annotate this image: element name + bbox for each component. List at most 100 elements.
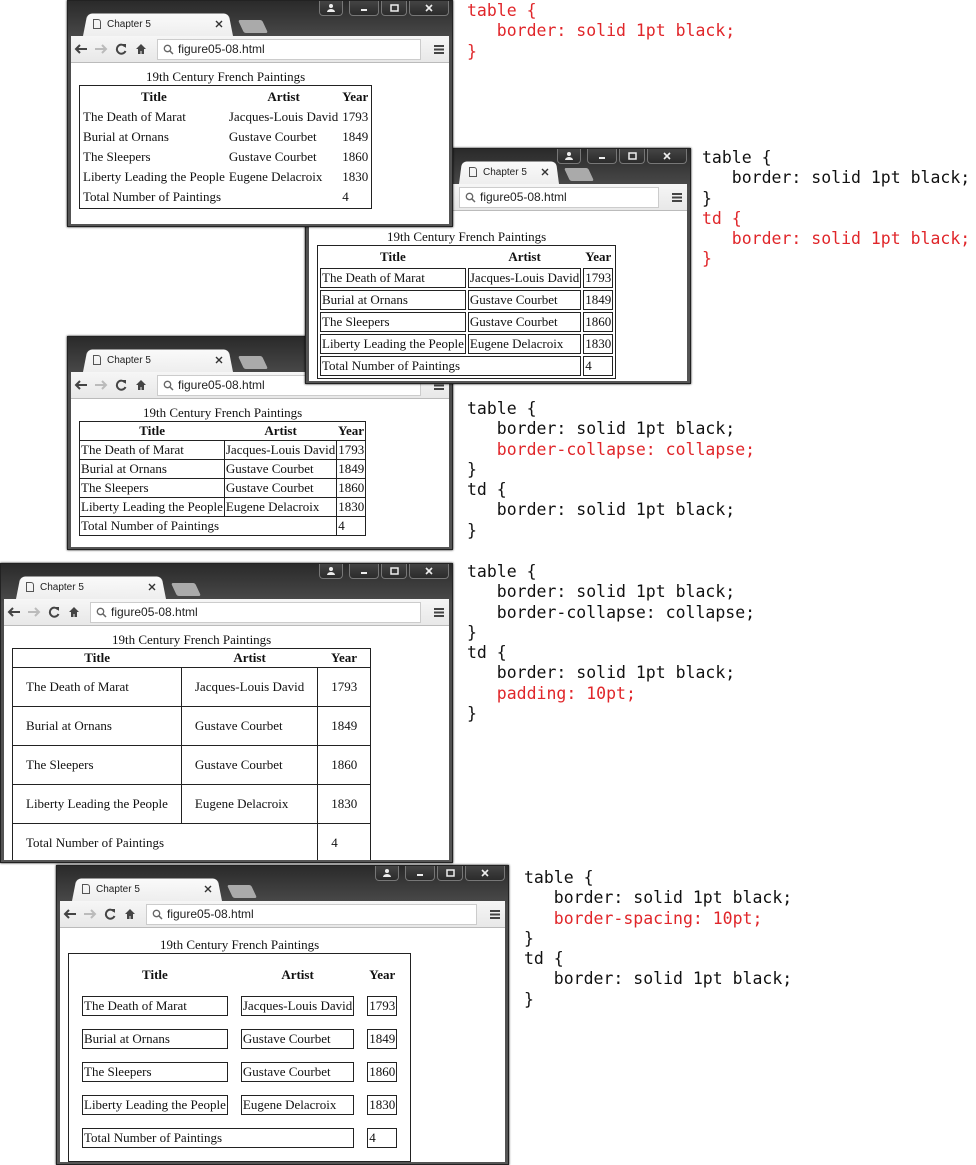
- table-wrap: 19th Century French Paintings Title Artist…: [11, 632, 372, 860]
- profile-icon[interactable]: [375, 866, 399, 881]
- total-label: Total Number of Paintings: [83, 189, 222, 204]
- code-line: table {: [467, 399, 537, 418]
- close-icon[interactable]: [148, 583, 156, 591]
- back-arrow-icon[interactable]: [71, 379, 91, 391]
- toolbar: figure05-08.html: [71, 372, 449, 399]
- address-bar[interactable]: figure05-08.html: [157, 38, 421, 60]
- home-icon[interactable]: [120, 908, 140, 920]
- profile-icon[interactable]: [319, 1, 343, 16]
- profile-icon[interactable]: [557, 149, 581, 164]
- back-arrow-icon[interactable]: [4, 606, 24, 618]
- table-cell: Eugene Delacroix: [467, 334, 582, 354]
- back-arrow-icon[interactable]: [71, 43, 91, 55]
- table-cell: Gustave Courbet: [228, 149, 317, 164]
- table-wrap: 19th Century French Paintings Title Artist…: [68, 937, 412, 1162]
- reload-icon[interactable]: [111, 379, 131, 391]
- profile-icon[interactable]: [319, 564, 343, 579]
- forward-arrow-icon[interactable]: [91, 379, 111, 391]
- reload-icon[interactable]: [100, 908, 120, 920]
- address-bar[interactable]: figure05-08.html: [90, 601, 421, 623]
- close-icon[interactable]: [215, 20, 223, 28]
- minimize-button[interactable]: [349, 564, 379, 579]
- maximize-button[interactable]: [619, 149, 645, 164]
- table-cell: 1830: [583, 334, 614, 354]
- maximize-button[interactable]: [381, 1, 407, 16]
- new-tab-button[interactable]: [226, 885, 258, 898]
- table-cell: 1860: [367, 1062, 398, 1082]
- table-cell: 1793: [583, 268, 614, 288]
- url-text[interactable]: figure05-08.html: [178, 378, 265, 392]
- close-icon[interactable]: [204, 885, 212, 893]
- browser-window: Chapter 5 figure05-08.html 19th Century Fr…: [0, 563, 453, 863]
- address-bar[interactable]: figure05-08.html: [146, 903, 477, 925]
- url-text[interactable]: figure05-08.html: [167, 907, 254, 921]
- table-cell: The Death of Marat: [82, 996, 228, 1016]
- table-cell: The Sleepers: [83, 149, 151, 164]
- url-text[interactable]: figure05-08.html: [480, 190, 567, 204]
- table-cell: Liberty Leading the People: [82, 1095, 228, 1115]
- home-icon[interactable]: [131, 379, 151, 391]
- url-text[interactable]: figure05-08.html: [111, 605, 198, 619]
- url-text[interactable]: figure05-08.html: [178, 42, 265, 56]
- column-header: Title: [84, 650, 111, 665]
- browser-window: Chapter 5 figure05-08.html 19th Century Fr…: [67, 336, 453, 550]
- table-caption: 19th Century French Paintings: [146, 69, 306, 84]
- forward-arrow-icon[interactable]: [80, 908, 100, 920]
- close-button[interactable]: [647, 149, 687, 164]
- code-line: }: [524, 989, 534, 1009]
- tab-chapter[interactable]: Chapter 5: [16, 575, 166, 599]
- header-row: Title Artist Year: [82, 88, 369, 106]
- close-button[interactable]: [409, 564, 449, 579]
- tab-chapter[interactable]: Chapter 5: [83, 12, 233, 36]
- menu-icon[interactable]: [429, 44, 449, 55]
- menu-icon[interactable]: [429, 607, 449, 618]
- forward-arrow-icon[interactable]: [24, 606, 44, 618]
- table-cell: Liberty Leading the People: [79, 497, 225, 517]
- reload-icon[interactable]: [44, 606, 64, 618]
- menu-icon[interactable]: [485, 909, 505, 920]
- table-cell: 1860: [342, 149, 369, 164]
- new-tab-button[interactable]: [563, 168, 595, 181]
- table-cell: Gustave Courbet: [223, 459, 338, 479]
- code-line: table {: [467, 562, 537, 581]
- css-code-block: table { border: solid 1pt black; border-…: [467, 562, 755, 724]
- maximize-button[interactable]: [437, 866, 463, 881]
- table-cell: 1830: [342, 169, 369, 184]
- tab-chapter[interactable]: Chapter 5: [83, 348, 233, 372]
- back-arrow-icon[interactable]: [60, 908, 80, 920]
- new-tab-button[interactable]: [170, 583, 202, 596]
- total-row: Total Number of Paintings 4: [320, 356, 614, 376]
- code-line: }: [467, 459, 477, 479]
- close-icon[interactable]: [215, 356, 223, 364]
- minimize-button[interactable]: [405, 866, 435, 881]
- close-button[interactable]: [465, 866, 505, 881]
- maximize-button[interactable]: [381, 564, 407, 579]
- reload-icon[interactable]: [111, 43, 131, 55]
- table-cell: The Sleepers: [79, 478, 225, 498]
- table-cell: Gustave Courbet: [240, 1029, 355, 1049]
- close-icon[interactable]: [541, 168, 549, 176]
- new-tab-button[interactable]: [237, 20, 269, 33]
- minimize-button[interactable]: [587, 149, 617, 164]
- table-cell: 1830: [317, 784, 372, 824]
- minimize-button[interactable]: [349, 1, 379, 16]
- new-tab-button[interactable]: [237, 356, 269, 369]
- home-icon[interactable]: [64, 606, 84, 618]
- total-value: 4: [342, 189, 349, 204]
- table-row: Liberty Leading the People Eugene Delacro…: [12, 784, 372, 824]
- table-row: The Sleepers Gustave Courbet 1860: [82, 1062, 398, 1082]
- tab-chapter[interactable]: Chapter 5: [459, 160, 559, 184]
- menu-icon[interactable]: [667, 192, 687, 203]
- close-button[interactable]: [409, 1, 449, 16]
- table-row: Burial at Ornans Gustave Courbet 1849: [12, 706, 372, 746]
- table-cell: 1860: [317, 745, 372, 785]
- address-bar[interactable]: figure05-08.html: [459, 186, 659, 208]
- table-cell: The Sleepers: [12, 745, 182, 785]
- home-icon[interactable]: [131, 43, 151, 55]
- code-line: }: [467, 41, 477, 61]
- tab-chapter[interactable]: Chapter 5: [72, 877, 222, 901]
- code-line: }: [467, 520, 477, 540]
- forward-arrow-icon[interactable]: [91, 43, 111, 55]
- browser-window: Chapter 5 figure05-08.html 19th Century Fr…: [67, 0, 453, 227]
- browser-window: Chapter 5 figure05-08.html 19th Century Fr…: [56, 865, 509, 1165]
